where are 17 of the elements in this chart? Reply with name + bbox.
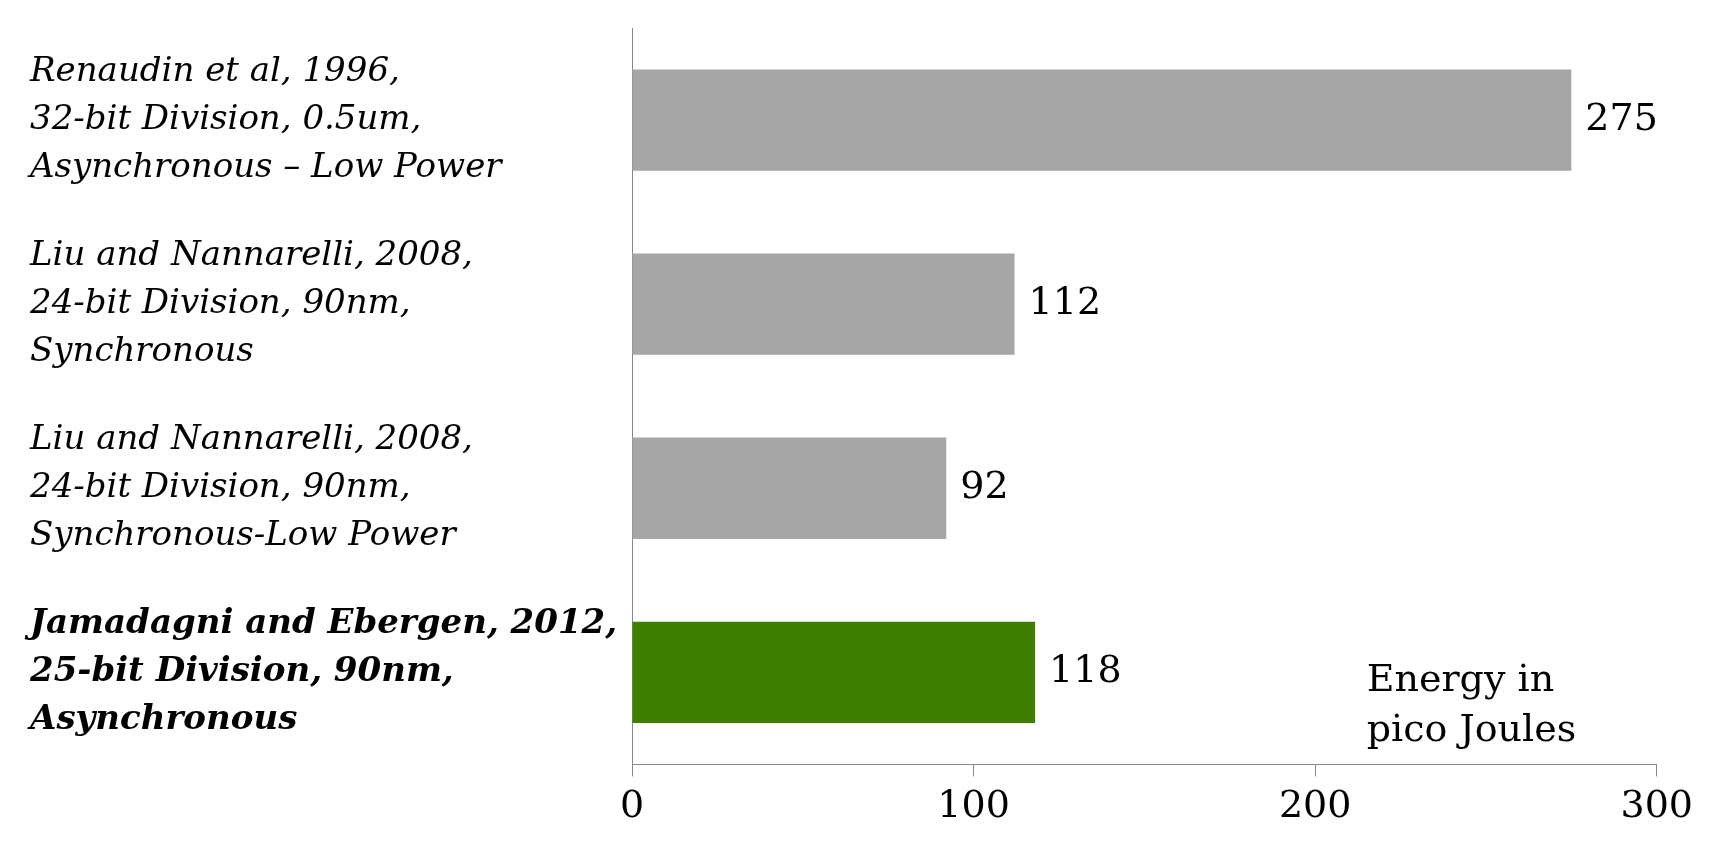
bar bbox=[632, 437, 947, 539]
x-tick-label: 100 bbox=[937, 782, 1010, 827]
bar bbox=[632, 253, 1015, 355]
bar bbox=[632, 69, 1572, 171]
data-label: 118 bbox=[1049, 647, 1122, 692]
y-tick-label: Liu and Nannarelli, 2008, 24-bit Division, 90nm, Synchronous bbox=[29, 232, 473, 369]
data-label: 92 bbox=[960, 463, 1009, 508]
bar bbox=[632, 621, 1036, 723]
x-tick-label: 200 bbox=[1278, 782, 1352, 827]
data-label: 275 bbox=[1585, 94, 1658, 139]
x-tick-label: 300 bbox=[1620, 782, 1693, 827]
y-tick-label: Renaudin et al, 1996, 32-bit Division, 0.5um, Asynchronous – Low Power bbox=[27, 48, 504, 185]
y-tick-label: Liu and Nannarelli, 2008, 24-bit Division, 90nm, Synchronous-Low Power bbox=[29, 417, 473, 554]
data-label: 112 bbox=[1028, 279, 1102, 324]
y-tick-label: Jamadagni and Ebergen, 2012, 25-bit Division, 90nm, Asynchronous bbox=[24, 601, 618, 738]
x-axis-title: Energy in pico Joules bbox=[1366, 656, 1577, 751]
x-tick-label: 0 bbox=[619, 782, 645, 827]
